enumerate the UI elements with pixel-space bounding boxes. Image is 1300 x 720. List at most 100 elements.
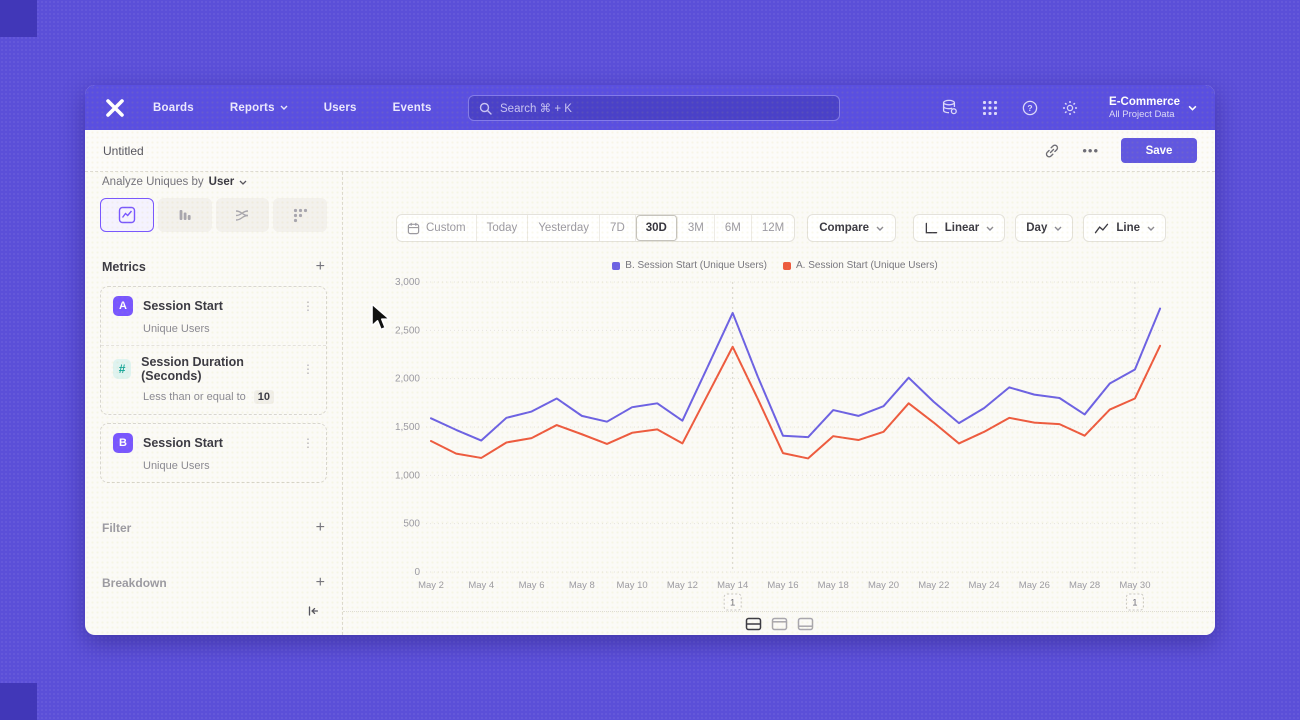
app-window: Boards Reports Users Events Search ⌘ + K xyxy=(85,85,1215,635)
filter-section: Filter + xyxy=(102,519,325,536)
metric-row-b[interactable]: B Session Start ⋮ Unique Users xyxy=(101,424,326,482)
chevron-down-icon xyxy=(876,226,884,231)
project-switcher[interactable]: E-Commerce All Project Data xyxy=(1109,96,1197,120)
svg-text:May 24: May 24 xyxy=(969,580,1000,591)
layout-chart-and-table-icon[interactable] xyxy=(745,617,762,631)
chevron-down-icon xyxy=(986,226,994,231)
help-icon[interactable]: ? xyxy=(1021,99,1038,116)
metrics-section-header: Metrics + xyxy=(85,256,342,278)
svg-text:May 18: May 18 xyxy=(818,580,849,591)
line-chart-icon xyxy=(1095,223,1109,233)
metric-badge-number: # xyxy=(113,359,132,379)
chevron-down-icon xyxy=(1188,105,1197,111)
add-filter-button[interactable]: + xyxy=(315,519,325,536)
svg-text:May 26: May 26 xyxy=(1019,580,1050,591)
report-title[interactable]: Untitled xyxy=(103,143,144,158)
svg-text:May 30: May 30 xyxy=(1119,580,1150,591)
svg-text:May 28: May 28 xyxy=(1069,580,1100,591)
range-option-7d[interactable]: 7D xyxy=(600,215,636,241)
save-button[interactable]: Save xyxy=(1121,138,1197,163)
metric-card-group-2: B Session Start ⋮ Unique Users xyxy=(100,423,327,483)
range-option-today[interactable]: Today xyxy=(477,215,529,241)
nav-item-boards[interactable]: Boards xyxy=(153,101,194,114)
metric-menu-icon[interactable]: ⋮ xyxy=(302,436,314,450)
top-navbar: Boards Reports Users Events Search ⌘ + K xyxy=(85,85,1215,130)
more-options-button[interactable]: ••• xyxy=(1082,142,1099,158)
svg-text:1: 1 xyxy=(730,598,735,609)
nav-item-reports[interactable]: Reports xyxy=(230,102,288,114)
compare-button[interactable]: Compare xyxy=(807,214,897,242)
nav-item-users[interactable]: Users xyxy=(323,101,357,114)
decor-corner-bottom-left xyxy=(0,683,37,720)
svg-text:May 6: May 6 xyxy=(519,580,545,591)
linear-axis-icon xyxy=(925,222,937,233)
data-management-icon[interactable] xyxy=(941,99,958,116)
svg-text:2,500: 2,500 xyxy=(395,325,420,336)
duration-value[interactable]: 10 xyxy=(253,390,274,404)
layout-toggle-bar xyxy=(343,611,1215,635)
analyze-value-dropdown[interactable]: User xyxy=(208,176,235,188)
layout-table-only-icon[interactable] xyxy=(797,617,814,631)
decor-corner-top-left xyxy=(0,0,37,37)
metric-row-a[interactable]: A Session Start ⋮ Unique Users xyxy=(101,287,326,345)
apps-grid-icon[interactable] xyxy=(981,99,998,116)
report-titlebar: Untitled ••• Save xyxy=(85,130,1215,172)
svg-text:1,500: 1,500 xyxy=(395,422,420,433)
retention-dots-icon xyxy=(294,208,308,223)
funnels-bars-icon xyxy=(179,210,191,220)
tab-funnels[interactable] xyxy=(157,198,212,232)
range-option-custom[interactable]: Custom xyxy=(397,215,477,241)
share-link-icon[interactable] xyxy=(1044,143,1060,159)
settings-gear-icon[interactable] xyxy=(1061,99,1078,116)
svg-text:May 12: May 12 xyxy=(667,580,698,591)
project-name: E-Commerce xyxy=(1109,95,1180,108)
legend-item-a[interactable]: A. Session Start (Unique Users) xyxy=(783,260,938,271)
tab-flows[interactable] xyxy=(215,198,270,232)
range-option-3m[interactable]: 3M xyxy=(678,215,715,241)
metric-row-duration[interactable]: # Session Duration (Seconds) ⋮ Less than… xyxy=(101,345,326,414)
flows-sankey-icon xyxy=(236,210,249,221)
collapse-sidebar-icon[interactable] xyxy=(306,604,320,623)
legend-item-b[interactable]: B. Session Start (Unique Users) xyxy=(612,260,767,271)
svg-text:2,000: 2,000 xyxy=(395,374,420,385)
svg-text:1,000: 1,000 xyxy=(395,470,420,481)
chevron-down-icon xyxy=(1147,226,1155,231)
add-metric-button[interactable]: + xyxy=(315,258,325,275)
metric-menu-icon[interactable]: ⋮ xyxy=(302,362,314,376)
add-breakdown-button[interactable]: + xyxy=(315,574,325,591)
legend-swatch-a xyxy=(783,261,791,270)
range-option-6m[interactable]: 6M xyxy=(715,215,752,241)
search-input[interactable]: Search ⌘ + K xyxy=(468,95,840,121)
tab-retention[interactable] xyxy=(273,198,327,232)
breakdown-section: Breakdown + xyxy=(102,574,325,591)
metric-badge-b: B xyxy=(113,433,133,453)
chart-panel: Custom Today Yesterday 7D 30D 3M 6M 12M … xyxy=(343,172,1215,635)
metric-menu-icon[interactable]: ⋮ xyxy=(302,299,314,313)
analyze-label: Analyze Uniques by xyxy=(102,176,204,188)
layout-chart-with-header-icon[interactable] xyxy=(771,617,788,631)
range-option-30d[interactable]: 30D xyxy=(635,215,678,241)
svg-text:May 2: May 2 xyxy=(418,580,444,591)
insights-line-chart-icon xyxy=(118,206,136,224)
line-chart[interactable]: 0 500 1,000 1,500 2,000 2,500 3,000 May 2 May 4 M… xyxy=(380,272,1170,617)
svg-text:May 14: May 14 xyxy=(717,580,748,591)
svg-text:1: 1 xyxy=(1132,598,1137,609)
tab-insights[interactable] xyxy=(100,198,154,232)
metrics-title: Metrics xyxy=(102,260,146,274)
mixpanel-logo-icon[interactable] xyxy=(103,96,127,120)
metric-badge-a: A xyxy=(113,296,133,316)
svg-text:500: 500 xyxy=(403,519,420,530)
nav-item-events[interactable]: Events xyxy=(392,101,432,114)
chevron-down-icon xyxy=(1054,226,1062,231)
scale-dropdown[interactable]: Linear xyxy=(912,214,1006,242)
interval-dropdown[interactable]: Day xyxy=(1015,214,1074,242)
project-subtitle: All Project Data xyxy=(1109,108,1175,120)
report-type-tabs xyxy=(85,192,342,232)
legend-swatch-b xyxy=(612,261,621,270)
chart-type-dropdown[interactable]: Line xyxy=(1083,214,1166,242)
range-option-12m[interactable]: 12M xyxy=(761,222,785,234)
range-option-yesterday[interactable]: Yesterday xyxy=(528,215,601,241)
chevron-down-icon xyxy=(280,105,288,110)
chevron-down-icon xyxy=(239,180,247,185)
